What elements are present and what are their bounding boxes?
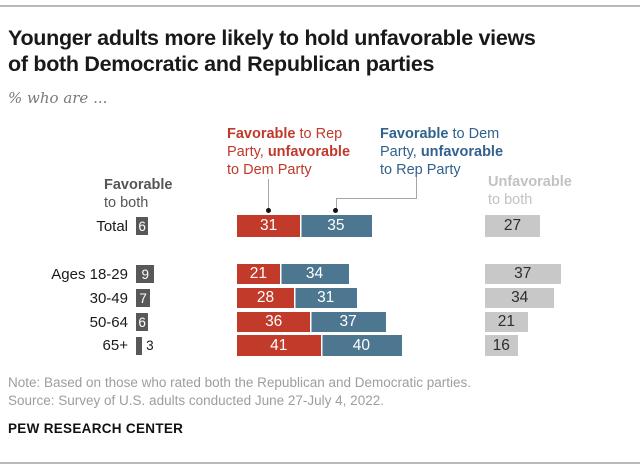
row-30-49: 30-49 7 28 31 34 (0, 288, 640, 308)
bar-value: 31 (259, 217, 278, 234)
bar-value: 6 (138, 314, 146, 330)
top-divider (0, 5, 640, 7)
bar-value: 31 (317, 289, 335, 306)
source-text: Source: Survey of U.S. adults conducted … (8, 393, 384, 408)
bar-favorable-rep: 41 (237, 335, 321, 356)
bar-value: 34 (511, 289, 529, 306)
bar-value: 9 (141, 266, 149, 282)
row-label-30-49: 30-49 (89, 289, 128, 307)
bar-value: 21 (249, 265, 268, 282)
bar-value: 7 (139, 290, 147, 306)
bar-favorable-both: 6 (136, 217, 149, 235)
bar-favorable-both: 6 (136, 313, 149, 331)
bottom-divider (0, 462, 640, 464)
legend-rep-bold2: unfavorable (267, 144, 351, 160)
row-label-65-plus: 65+ (102, 337, 128, 354)
bar-value: 36 (265, 313, 283, 330)
bar-value: 16 (492, 336, 510, 354)
bar-unfavorable-both: 21 (485, 312, 528, 332)
bar-favorable-both: 9 (136, 265, 155, 283)
bar-favorable-rep: 28 (237, 288, 295, 308)
bar-value: 27 (503, 217, 522, 234)
row-ages-18-29: Ages 18-29 9 21 34 37 (0, 264, 640, 284)
row-label-50-64: 50-64 (89, 313, 128, 331)
legend-favorable-to-both-bold: Favorable (104, 177, 173, 193)
bar-value: 41 (270, 336, 288, 354)
legend-unfavorable-to-both: Unfavorable to both (488, 173, 572, 209)
bar-value: 28 (256, 289, 275, 306)
legend-dem-bold2: unfavorable (420, 144, 504, 160)
bar-unfavorable-both: 27 (485, 215, 541, 237)
legend-rep-bold1: Favorable (227, 126, 296, 142)
bar-unfavorable-both: 16 (485, 335, 518, 356)
note-text: Note: Based on those who rated both the … (8, 375, 472, 390)
legend-dem-pre2: Party, (380, 144, 421, 160)
legend-favorable-rep: Favorable to Rep Party, unfavorable to D… (227, 125, 377, 179)
bar-value: 34 (305, 265, 324, 282)
legend-rep-pre2: Party, (227, 144, 268, 160)
dem-connector-line-horizontal (336, 198, 417, 199)
bar-favorable-both: 7 (136, 289, 151, 307)
legend-favorable-to-both-rest: to both (104, 195, 149, 211)
rep-connector-dot (266, 208, 271, 213)
legend-dem-bold1: Favorable (380, 126, 449, 142)
rep-connector-line (268, 179, 269, 209)
bar-favorable-dem: 40 (320, 335, 403, 356)
bar-value: 3 (146, 338, 154, 353)
bar-unfavorable-both: 37 (485, 264, 561, 284)
dem-connector-line-stub (336, 198, 337, 209)
bar-favorable-dem: 37 (310, 312, 386, 332)
chart-title-line1: Younger adults more likely to hold unfav… (8, 26, 536, 50)
bar-value: 37 (339, 313, 357, 330)
row-label-total: Total (96, 217, 128, 235)
row-total: Total 6 31 35 27 (0, 215, 640, 237)
bar-value: 6 (138, 218, 146, 234)
row-65-plus: 65+ 3 41 40 16 (0, 335, 640, 356)
legend-rep-line3: to Dem Party (227, 162, 312, 178)
bar-value: 21 (497, 313, 516, 330)
row-50-64: 50-64 6 36 37 21 (0, 312, 640, 332)
bar-favorable-dem: 31 (294, 288, 358, 308)
bar-unfavorable-both: 34 (485, 288, 555, 308)
bar-value: 35 (327, 217, 345, 234)
dem-connector-line-vertical (416, 177, 417, 199)
chart-title: Younger adults more likely to hold unfav… (8, 25, 632, 77)
bar-favorable-both: 3 (136, 336, 154, 355)
legend-unfavorable-to-both-rest: to both (488, 192, 533, 208)
legend-rep-rest1: to Rep (295, 126, 343, 142)
dem-connector-dot (333, 208, 338, 213)
row-label-ages-18-29: Ages 18-29 (51, 265, 128, 283)
bar-favorable-dem: 34 (279, 264, 350, 284)
legend-unfavorable-to-both-bold: Unfavorable (488, 174, 572, 190)
legend-favorable-dem: Favorable to Dem Party, unfavorable to R… (380, 125, 530, 179)
bar-value: 37 (514, 265, 532, 282)
bar-favorable-dem: 35 (300, 215, 372, 237)
legend-dem-rest1: to Dem (448, 126, 500, 142)
legend-dem-line3: to Rep Party (380, 162, 461, 178)
bar-favorable-rep: 21 (237, 264, 280, 284)
bar-value: 40 (352, 336, 371, 354)
legend-favorable-to-both: Favorable to both (104, 176, 173, 212)
bar-favorable-rep: 36 (237, 312, 311, 332)
chart-title-line2: of both Democratic and Republican partie… (8, 52, 435, 76)
pew-research-center-wordmark: PEW RESEARCH CENTER (8, 421, 184, 436)
bar-favorable-rep: 31 (237, 215, 301, 237)
chart-subtitle: % who are ... (8, 89, 108, 107)
